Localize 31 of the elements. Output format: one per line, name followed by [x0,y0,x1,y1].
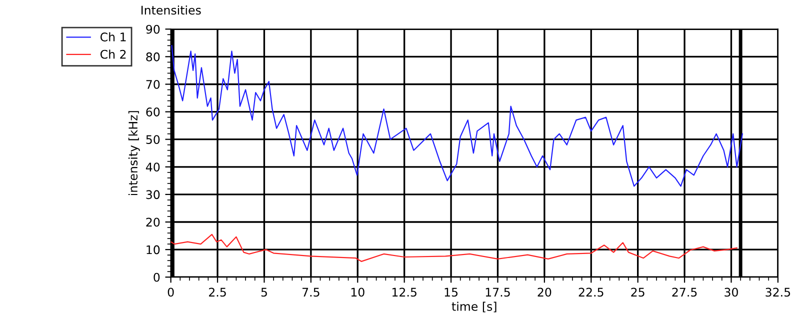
y-tick-label: 30 [146,190,160,200]
line-series [171,45,743,187]
x-tick-label: 10 [351,288,364,297]
y-tick-label: 50 [146,135,160,144]
y-tick-label: 40 [146,162,160,172]
x-tick-label: 25 [631,288,644,297]
y-axis-title: intensity [kHz] [128,111,140,196]
x-tick-label: 32.5 [766,288,790,297]
legend-label: Ch 1 [100,32,126,42]
y-tick-label: 10 [146,245,160,254]
x-tick-label: 5 [261,288,267,297]
y-tick-label: 20 [146,218,160,227]
x-tick-label: 27.5 [672,288,697,297]
legend-label: Ch 2 [100,50,126,59]
x-tick-label: 22.5 [578,288,604,297]
x-tick-label: 30 [724,288,738,297]
x-tick-label: 2.5 [209,288,226,297]
x-axis-title: time [s] [452,302,496,312]
y-tick-label: 90 [146,24,160,34]
chart-title: Intensities [142,5,201,15]
x-tick-label: 15 [444,288,458,297]
x-tick-label: 0 [168,288,174,297]
y-tick-label: 60 [146,108,160,116]
y-tick-label: 80 [146,52,160,62]
x-tick-label: 20 [538,288,552,297]
x-tick-label: 7.5 [302,288,320,297]
x-tick-label: 17.5 [486,288,510,297]
y-tick-label: 70 [146,80,160,89]
y-tick-label: 0 [154,272,160,282]
x-tick-label: 12.5 [392,288,416,297]
line-series [170,234,738,262]
